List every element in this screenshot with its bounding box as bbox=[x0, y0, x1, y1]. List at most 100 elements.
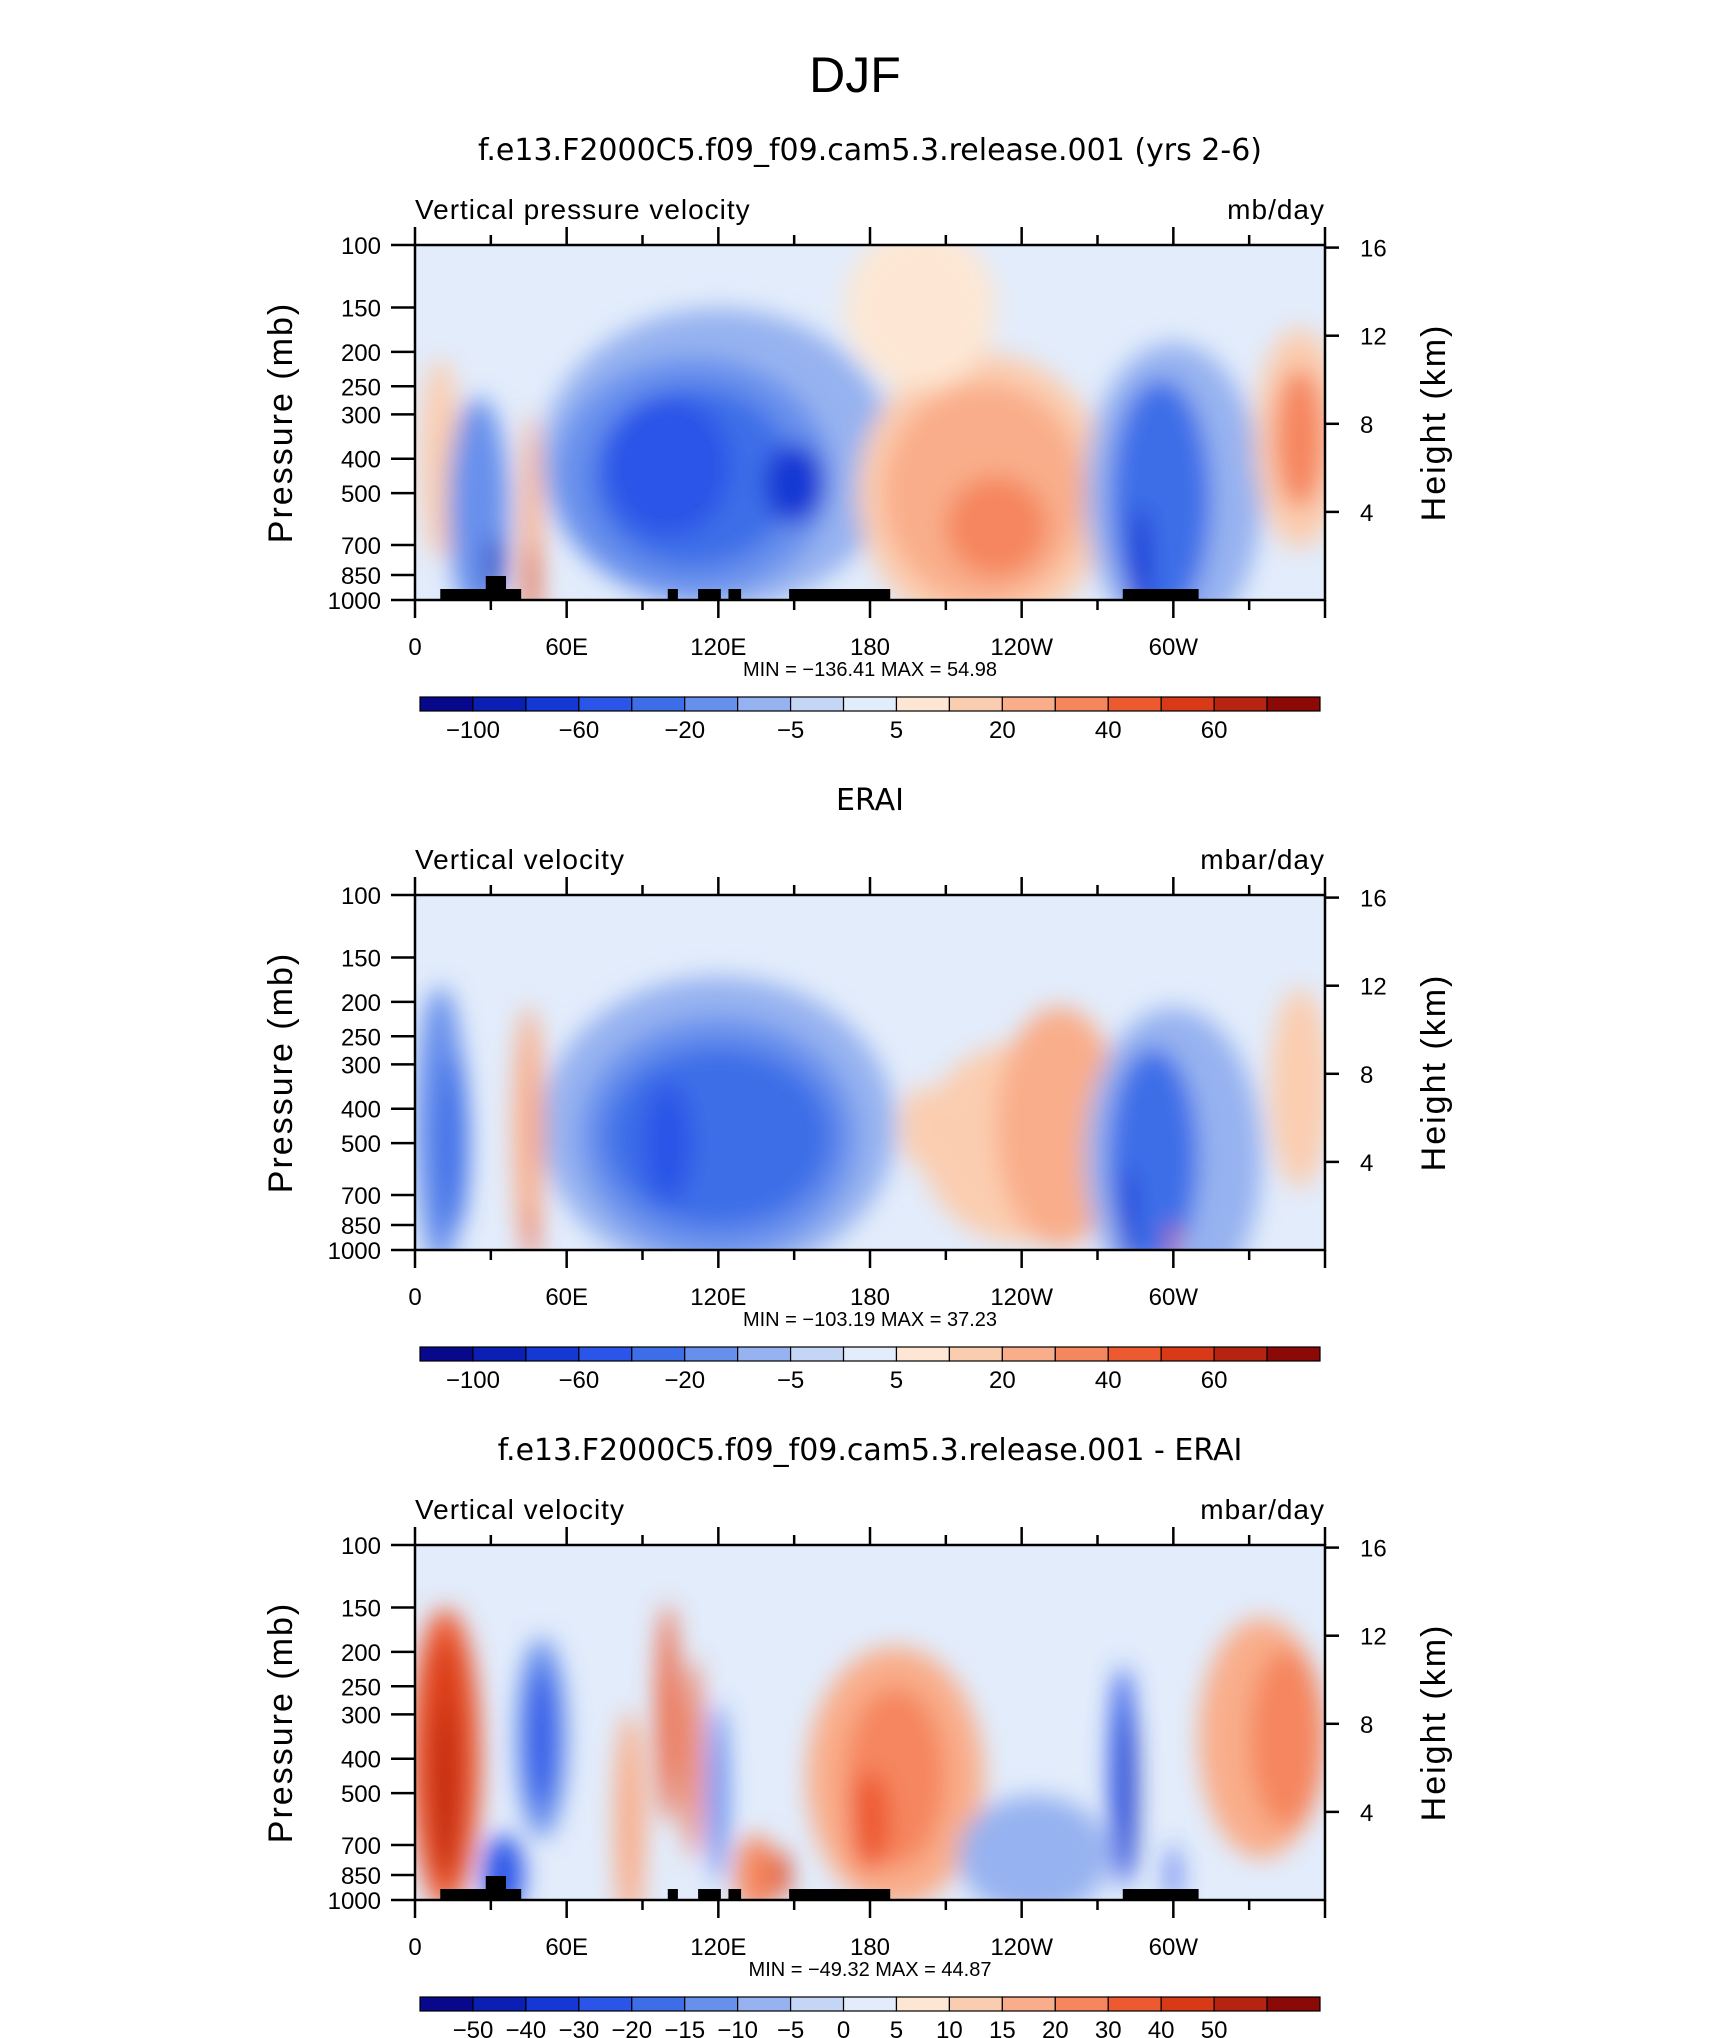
colorbar-swatch bbox=[1266, 696, 1321, 712]
colorbar: −100 −60 −20 −5 5 20 40 60 bbox=[419, 696, 1321, 744]
colorbar-swatch bbox=[525, 696, 580, 712]
panel-title: f.e13.F2000C5.f09_f09.cam5.3.release.001… bbox=[498, 1433, 1243, 1468]
y-tick-label: 700 bbox=[341, 1183, 381, 1210]
contour-region bbox=[526, 1203, 537, 1250]
x-tick-label: 60E bbox=[545, 1934, 588, 1961]
colorbar-swatch bbox=[842, 1346, 898, 1362]
colorbar-label: −20 bbox=[664, 1367, 705, 1394]
colorbar-swatch bbox=[1107, 696, 1162, 712]
contour-region bbox=[685, 1658, 701, 1859]
colorbar-label: 40 bbox=[1095, 717, 1122, 744]
contour-region bbox=[1130, 505, 1151, 600]
colorbar-label: −100 bbox=[446, 1367, 500, 1394]
colorbar-swatch bbox=[684, 696, 739, 712]
colorbar-swatch bbox=[578, 1996, 633, 2012]
colorbar-label: 0 bbox=[837, 2017, 850, 2038]
colorbar-swatch bbox=[737, 1346, 792, 1362]
topography-mask bbox=[485, 1876, 506, 1900]
colorbar-label: 20 bbox=[989, 1367, 1016, 1394]
colorbar-label: −20 bbox=[664, 717, 705, 744]
colorbar-swatch bbox=[684, 1996, 739, 2012]
variable-label: Vertical velocity bbox=[415, 1494, 625, 1525]
contour-region bbox=[1110, 379, 1212, 600]
min-max-label: MIN = −49.32 MAX = 44.87 bbox=[749, 1959, 992, 1981]
contour-region bbox=[604, 1046, 833, 1227]
y-tick-label: 100 bbox=[341, 883, 381, 910]
y-right-tick-label: 16 bbox=[1360, 1536, 1387, 1563]
units-label: mbar/day bbox=[1200, 1494, 1325, 1525]
colorbar-label: −100 bbox=[446, 717, 500, 744]
colorbar-label: 40 bbox=[1095, 1367, 1122, 1394]
y-right-tick-label: 4 bbox=[1360, 1800, 1373, 1827]
colorbar-label: 15 bbox=[989, 2017, 1016, 2038]
contour-region bbox=[1168, 1844, 1179, 1900]
colorbar-swatch bbox=[842, 696, 898, 712]
topography-mask bbox=[667, 1889, 678, 1900]
colorbar-swatch bbox=[948, 1996, 1003, 2012]
y-tick-label: 200 bbox=[341, 990, 381, 1017]
panel-3: Vertical velocity mbar/day f.e13.F2000C5.f… bbox=[262, 1433, 1453, 2038]
colorbar-label: −60 bbox=[558, 1367, 599, 1394]
colorbar: −100 −60 −20 −5 5 20 40 60 bbox=[419, 1346, 1321, 1394]
figure-title: DJF bbox=[809, 47, 901, 103]
y-tick-label: 700 bbox=[341, 1833, 381, 1860]
colorbar-swatch bbox=[789, 1996, 845, 2012]
colorbar-swatch bbox=[419, 1996, 474, 2012]
colorbar-swatch bbox=[1266, 1346, 1321, 1362]
topography-mask bbox=[698, 1889, 721, 1900]
colorbar-label: 60 bbox=[1201, 717, 1228, 744]
colorbar-swatch bbox=[419, 696, 474, 712]
x-tick-label: 60W bbox=[1149, 1934, 1199, 1961]
colorbar-swatch bbox=[419, 1346, 474, 1362]
colorbar-swatch bbox=[895, 1346, 951, 1362]
colorbar-label: −60 bbox=[558, 717, 599, 744]
y-tick-label: 500 bbox=[341, 1781, 381, 1808]
colorbar-swatch bbox=[948, 696, 1003, 712]
colorbar-label: −40 bbox=[506, 2017, 547, 2038]
x-tick-label: 0 bbox=[408, 1934, 421, 1961]
colorbar-swatch bbox=[525, 1996, 580, 2012]
y-right-tick-label: 16 bbox=[1360, 886, 1387, 913]
colorbar-swatch bbox=[472, 1346, 527, 1362]
colorbar-label: −5 bbox=[777, 1367, 804, 1394]
topography-mask bbox=[728, 589, 742, 600]
y-right-tick-label: 8 bbox=[1360, 1712, 1373, 1739]
y-right-axis-title: Height (km) bbox=[1415, 974, 1453, 1172]
y-tick-label: 400 bbox=[341, 1097, 381, 1124]
y-right-tick-label: 8 bbox=[1360, 1062, 1373, 1089]
x-tick-label: 120E bbox=[690, 1284, 746, 1311]
variable-label: Vertical pressure velocity bbox=[415, 194, 751, 225]
colorbar-swatch bbox=[895, 1996, 951, 2012]
contour-region bbox=[900, 1086, 941, 1167]
colorbar-swatch bbox=[737, 1996, 792, 2012]
colorbar-swatch bbox=[472, 696, 527, 712]
y-tick-label: 150 bbox=[341, 946, 381, 973]
colorbar-swatch bbox=[1266, 1996, 1321, 2012]
colorbar-swatch bbox=[472, 1996, 527, 2012]
x-tick-label: 0 bbox=[408, 634, 421, 661]
y-tick-label: 250 bbox=[341, 1674, 381, 1701]
colorbar-label: −5 bbox=[777, 717, 804, 744]
x-tick-label: 60E bbox=[545, 1284, 588, 1311]
colorbar-swatch bbox=[684, 1346, 739, 1362]
x-tick-label: 180 bbox=[850, 1284, 890, 1311]
contour-region bbox=[844, 245, 997, 388]
colorbar-swatch bbox=[842, 1996, 898, 2012]
y-tick-label: 150 bbox=[341, 1596, 381, 1623]
y-right-tick-label: 16 bbox=[1360, 236, 1387, 263]
x-tick-label: 60E bbox=[545, 634, 588, 661]
contour-region bbox=[736, 1834, 777, 1900]
contour-field bbox=[415, 1545, 1325, 1900]
contour-region bbox=[1269, 988, 1325, 1189]
x-tick-label: 180 bbox=[850, 1934, 890, 1961]
contour-region bbox=[945, 476, 1047, 577]
x-tick-label: 120W bbox=[990, 634, 1053, 661]
colorbar-swatch bbox=[578, 1346, 633, 1362]
contour-region bbox=[1274, 368, 1325, 509]
contour-region bbox=[958, 1795, 1111, 1900]
x-tick-label: 180 bbox=[850, 634, 890, 661]
colorbar-label: 30 bbox=[1095, 2017, 1122, 2038]
y-tick-label: 850 bbox=[341, 563, 381, 590]
contour-region bbox=[1169, 1222, 1178, 1250]
contour-region bbox=[483, 1834, 524, 1900]
